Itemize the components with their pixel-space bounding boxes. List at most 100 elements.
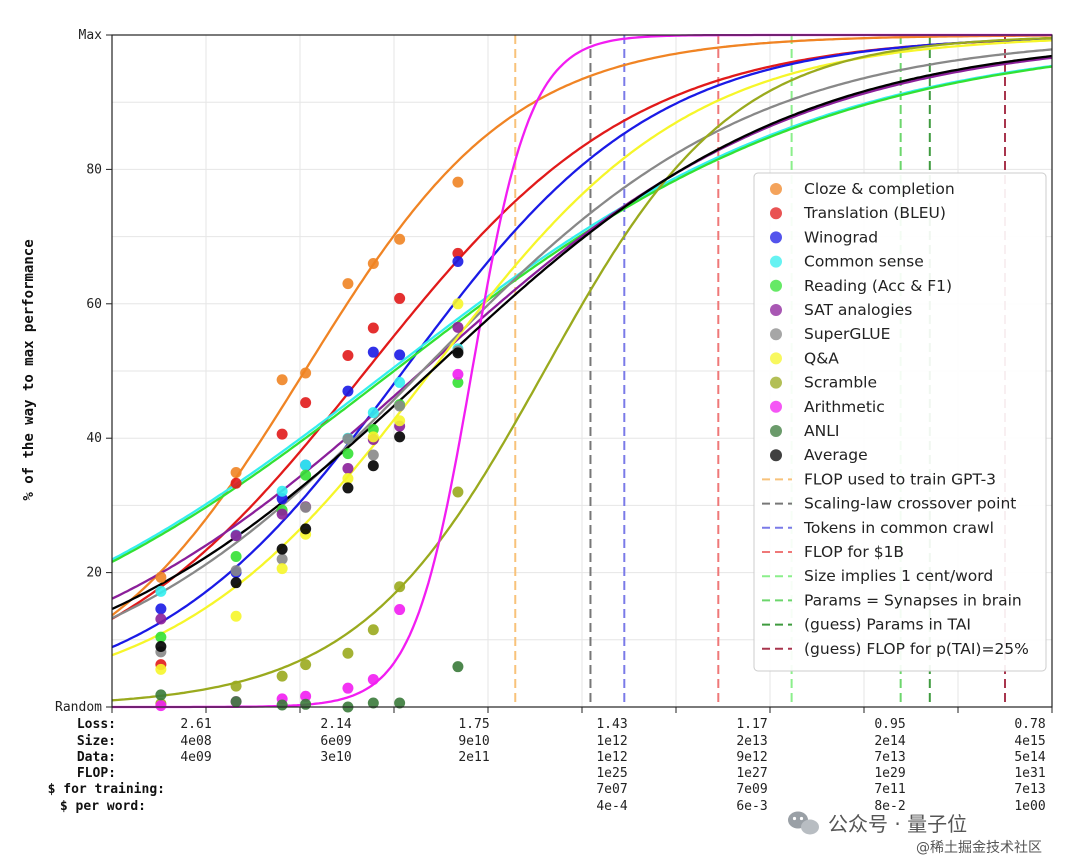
point-translation-bleu-6 <box>394 292 406 304</box>
row-label-for-training: $ for training: <box>48 782 165 797</box>
legend-marker-cloze-completion <box>770 183 782 195</box>
legend-marker-q-a <box>770 352 782 365</box>
cell-data-0: 4e09 <box>180 750 211 765</box>
watermark: 公众号 · 量子位 @稀土掘金技术社区 <box>788 811 1042 856</box>
point-q-a-6 <box>394 415 406 427</box>
point-scramble-2 <box>276 670 288 682</box>
point-arithmetic-4 <box>342 682 354 694</box>
cell-data-3: 1e12 <box>596 750 627 765</box>
point-translation-bleu-3 <box>300 397 312 409</box>
row-label-loss: Loss: <box>77 717 116 732</box>
point-q-a-0 <box>155 663 167 675</box>
curve-average <box>111 54 1053 611</box>
point-anli-1 <box>230 696 242 708</box>
legend-marker-winograd <box>770 231 782 244</box>
legend: Cloze & completion Translation (BLEU) Wino… <box>753 172 1047 672</box>
curve-winograd <box>111 37 1053 649</box>
point-arithmetic-7 <box>452 368 464 380</box>
point-cloze-completion-4 <box>342 278 354 290</box>
y-tick-label-0: Random <box>55 700 102 715</box>
legend-label-guess-params-in-tai: (guess) Params in TAI <box>804 616 971 634</box>
point-scramble-5 <box>367 624 379 636</box>
legend-marker-common-sense <box>770 255 782 268</box>
cell-loss-0: 2.61 <box>180 717 211 732</box>
legend-label-superglue: SuperGLUE <box>804 325 890 343</box>
y-tick-label-3: 60 <box>86 297 102 312</box>
cell-data-6: 5e14 <box>1014 750 1045 765</box>
cell-for-training-6: 7e13 <box>1014 782 1045 797</box>
point-sat-analogies-2 <box>276 508 288 520</box>
point-anli-6 <box>394 697 406 709</box>
y-tick-label-5: Max <box>79 28 103 43</box>
legend-label-winograd: Winograd <box>804 228 878 246</box>
point-q-a-7 <box>452 298 464 310</box>
row-label-size: Size: <box>77 734 116 749</box>
point-common-sense-3 <box>300 459 312 471</box>
point-superglue-2 <box>276 553 288 565</box>
curve-q-a <box>111 39 1053 657</box>
fit-curves <box>111 33 1053 709</box>
point-winograd-6 <box>394 349 406 361</box>
point-translation-bleu-2 <box>276 428 288 440</box>
cell-size-1: 6e09 <box>320 734 351 749</box>
point-superglue-6 <box>394 400 406 412</box>
y-tick-label-4: 80 <box>86 162 102 177</box>
point-sat-analogies-4 <box>342 462 354 474</box>
legend-label-anli: ANLI <box>804 422 839 440</box>
watermark-line1: 公众号 · 量子位 <box>828 812 967 836</box>
point-cloze-completion-2 <box>276 374 288 386</box>
cell-flop-3: 1e25 <box>596 766 627 781</box>
legend-label-average: Average <box>804 446 868 464</box>
cell-loss-1: 2.14 <box>320 717 351 732</box>
cell-size-2: 9e10 <box>458 734 489 749</box>
legend-label-params-synapses-in-brain: Params = Synapses in brain <box>804 591 1022 609</box>
row-label-data: Data: <box>77 750 116 765</box>
point-q-a-5 <box>367 431 379 443</box>
cell-flop-5: 1e29 <box>874 766 905 781</box>
point-q-a-4 <box>342 473 354 485</box>
cell-per-word-3: 4e-4 <box>596 799 627 814</box>
point-arithmetic-6 <box>394 604 406 616</box>
x-axis-ticks <box>111 707 1053 713</box>
wechat-icon <box>788 811 819 835</box>
point-scramble-1 <box>230 680 242 692</box>
row-label-flop: FLOP: <box>77 766 116 781</box>
legend-marker-anli <box>770 425 782 437</box>
curve-common-sense <box>111 64 1053 561</box>
point-superglue-4 <box>342 433 354 445</box>
point-scramble-6 <box>394 581 406 593</box>
point-reading-acc-f1-1 <box>230 550 242 562</box>
cell-flop-4: 1e27 <box>736 766 767 781</box>
cell-size-6: 4e15 <box>1014 734 1045 749</box>
point-reading-acc-f1-0 <box>155 631 167 643</box>
point-q-a-2 <box>276 563 288 575</box>
cell-for-training-4: 7e09 <box>736 782 767 797</box>
x-axis-table: Loss: Size:Data:FLOP:$ for training: $ per… <box>48 717 1046 814</box>
point-winograd-5 <box>367 346 379 358</box>
point-superglue-1 <box>230 565 242 577</box>
point-arithmetic-3 <box>300 690 312 702</box>
point-cloze-completion-7 <box>452 176 464 188</box>
point-superglue-3 <box>300 501 312 513</box>
cell-flop-6: 1e31 <box>1014 766 1045 781</box>
cell-data-4: 9e12 <box>736 750 767 765</box>
legend-label-cloze-completion: Cloze & completion <box>804 180 955 198</box>
point-superglue-5 <box>367 449 379 461</box>
point-scramble-7 <box>452 486 464 498</box>
legend-label-flop-used-to-train-gpt-3: FLOP used to train GPT-3 <box>804 470 996 488</box>
legend-label-sat-analogies: SAT analogies <box>804 301 912 319</box>
cell-for-training-5: 7e11 <box>874 782 905 797</box>
point-average-6 <box>394 431 406 443</box>
point-common-sense-5 <box>367 407 379 419</box>
point-common-sense-0 <box>155 585 167 597</box>
point-cloze-completion-0 <box>155 571 167 583</box>
curve-cloze-completion <box>111 34 1052 617</box>
legend-label-size-implies-1-cent-word: Size implies 1 cent/word <box>804 567 993 585</box>
point-sat-analogies-0 <box>155 613 167 625</box>
point-common-sense-2 <box>276 485 288 497</box>
cell-loss-5: 0.95 <box>874 717 905 732</box>
point-anli-7 <box>452 661 464 673</box>
legend-label-common-sense: Common sense <box>804 253 924 271</box>
curve-superglue <box>111 48 1053 620</box>
point-winograd-4 <box>342 385 354 397</box>
